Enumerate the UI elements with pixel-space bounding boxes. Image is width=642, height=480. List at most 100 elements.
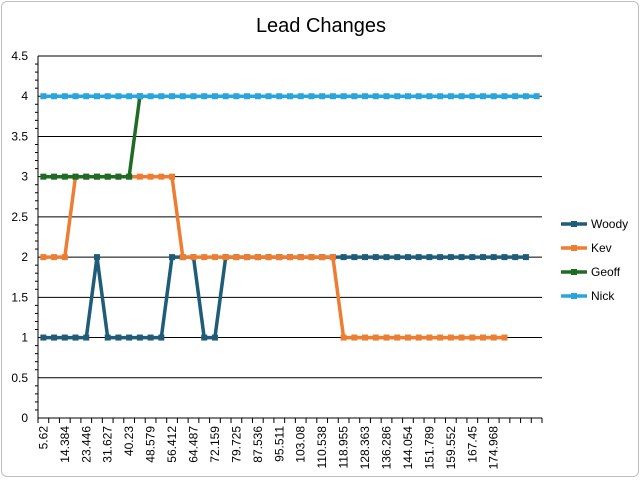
data-point <box>201 93 208 100</box>
x-tick-label: 87.536 <box>251 426 265 463</box>
data-point <box>458 93 465 100</box>
y-tick-label: 1.5 <box>11 290 28 304</box>
data-point <box>512 93 519 100</box>
x-tick-label: 72.159 <box>208 426 222 463</box>
x-tick-label: 167.45 <box>465 426 479 463</box>
x-tick-label: 40.23 <box>122 426 136 456</box>
legend: Woody Kev Geoff Nick <box>561 217 628 303</box>
y-axis-ticks: 0 0.5 1 1.5 2 2.5 3 3.5 4 4.5 <box>11 49 38 425</box>
data-point <box>512 254 519 261</box>
data-point <box>490 334 497 341</box>
y-tick-label: 2.5 <box>11 210 28 224</box>
data-point <box>233 93 240 100</box>
data-point <box>501 334 508 341</box>
y-tick-label: 0.5 <box>11 371 28 385</box>
x-tick-label: 151.789 <box>422 426 436 470</box>
data-point <box>104 93 111 100</box>
series-line-geoff <box>43 95 142 179</box>
data-point <box>383 93 390 100</box>
legend-item-kev: Kev <box>561 241 612 255</box>
data-point <box>297 254 304 261</box>
x-tick-label: 118.955 <box>337 426 351 469</box>
data-point <box>319 254 326 261</box>
x-tick-label: 79.725 <box>229 426 243 463</box>
chart-title: Lead Changes <box>256 15 386 37</box>
data-point <box>147 93 154 100</box>
data-point <box>61 334 68 341</box>
x-tick-label: 95.511 <box>272 426 286 462</box>
legend-item-woody: Woody <box>561 217 628 231</box>
data-point <box>211 334 218 341</box>
data-point <box>190 93 197 100</box>
data-point <box>522 93 529 100</box>
data-point <box>83 173 90 180</box>
data-point <box>126 93 133 100</box>
data-point <box>426 334 433 341</box>
data-point <box>340 254 347 261</box>
series-geoff <box>40 93 143 180</box>
data-point <box>319 93 326 100</box>
data-point <box>40 93 47 100</box>
data-point <box>147 334 154 341</box>
data-point <box>287 254 293 261</box>
legend-item-geoff: Geoff <box>561 265 621 279</box>
data-point <box>211 93 218 100</box>
data-point <box>362 334 369 341</box>
data-point <box>61 93 68 100</box>
data-point <box>490 254 497 261</box>
legend-swatch-marker <box>571 293 577 299</box>
x-tick-label: 174.968 <box>487 426 501 470</box>
data-point <box>201 334 208 341</box>
legend-label: Geoff <box>591 265 621 279</box>
legend-swatch-marker <box>571 269 577 275</box>
data-point <box>61 173 68 180</box>
data-point <box>437 93 444 100</box>
data-point <box>458 254 465 261</box>
data-point <box>83 334 90 341</box>
data-point <box>179 254 186 261</box>
data-point <box>490 93 497 100</box>
data-point <box>254 254 261 261</box>
legend-swatch-marker <box>571 221 577 227</box>
data-point <box>136 334 143 341</box>
data-point <box>297 93 304 100</box>
data-point <box>244 93 251 100</box>
data-point <box>415 93 422 100</box>
data-point <box>222 93 229 100</box>
data-point <box>40 173 47 180</box>
gridlines <box>38 55 542 379</box>
data-point <box>51 93 58 100</box>
x-tick-label: 128.363 <box>358 426 372 470</box>
x-tick-label: 31.627 <box>101 426 115 463</box>
data-point <box>340 334 347 341</box>
x-tick-label: 136.286 <box>380 426 394 470</box>
data-point <box>351 254 358 261</box>
x-tick-label: 144.054 <box>401 426 415 470</box>
data-point <box>469 254 476 261</box>
data-point <box>447 254 454 261</box>
data-point <box>404 254 411 261</box>
data-point <box>190 254 197 261</box>
data-point <box>329 254 336 261</box>
data-point <box>426 93 433 100</box>
data-point <box>351 93 358 100</box>
data-point <box>158 334 165 341</box>
data-point <box>394 93 401 100</box>
data-point <box>276 93 283 100</box>
data-point <box>533 93 540 100</box>
data-point <box>222 254 229 261</box>
y-tick-label: 2 <box>21 250 28 264</box>
data-point <box>51 173 58 180</box>
data-point <box>126 173 133 180</box>
data-point <box>211 254 218 261</box>
x-tick-label: 159.552 <box>444 426 458 470</box>
x-axis-ticks: 5.62 14.384 23.446 31.627 40.23 48.579 56.412 6… <box>36 418 543 470</box>
data-point <box>104 334 111 341</box>
data-point <box>72 334 79 341</box>
y-tick-label: 0 <box>21 411 28 425</box>
data-point <box>51 254 58 261</box>
data-point <box>104 173 111 180</box>
legend-label: Kev <box>591 241 612 255</box>
axes <box>37 56 542 419</box>
data-point <box>372 93 379 100</box>
